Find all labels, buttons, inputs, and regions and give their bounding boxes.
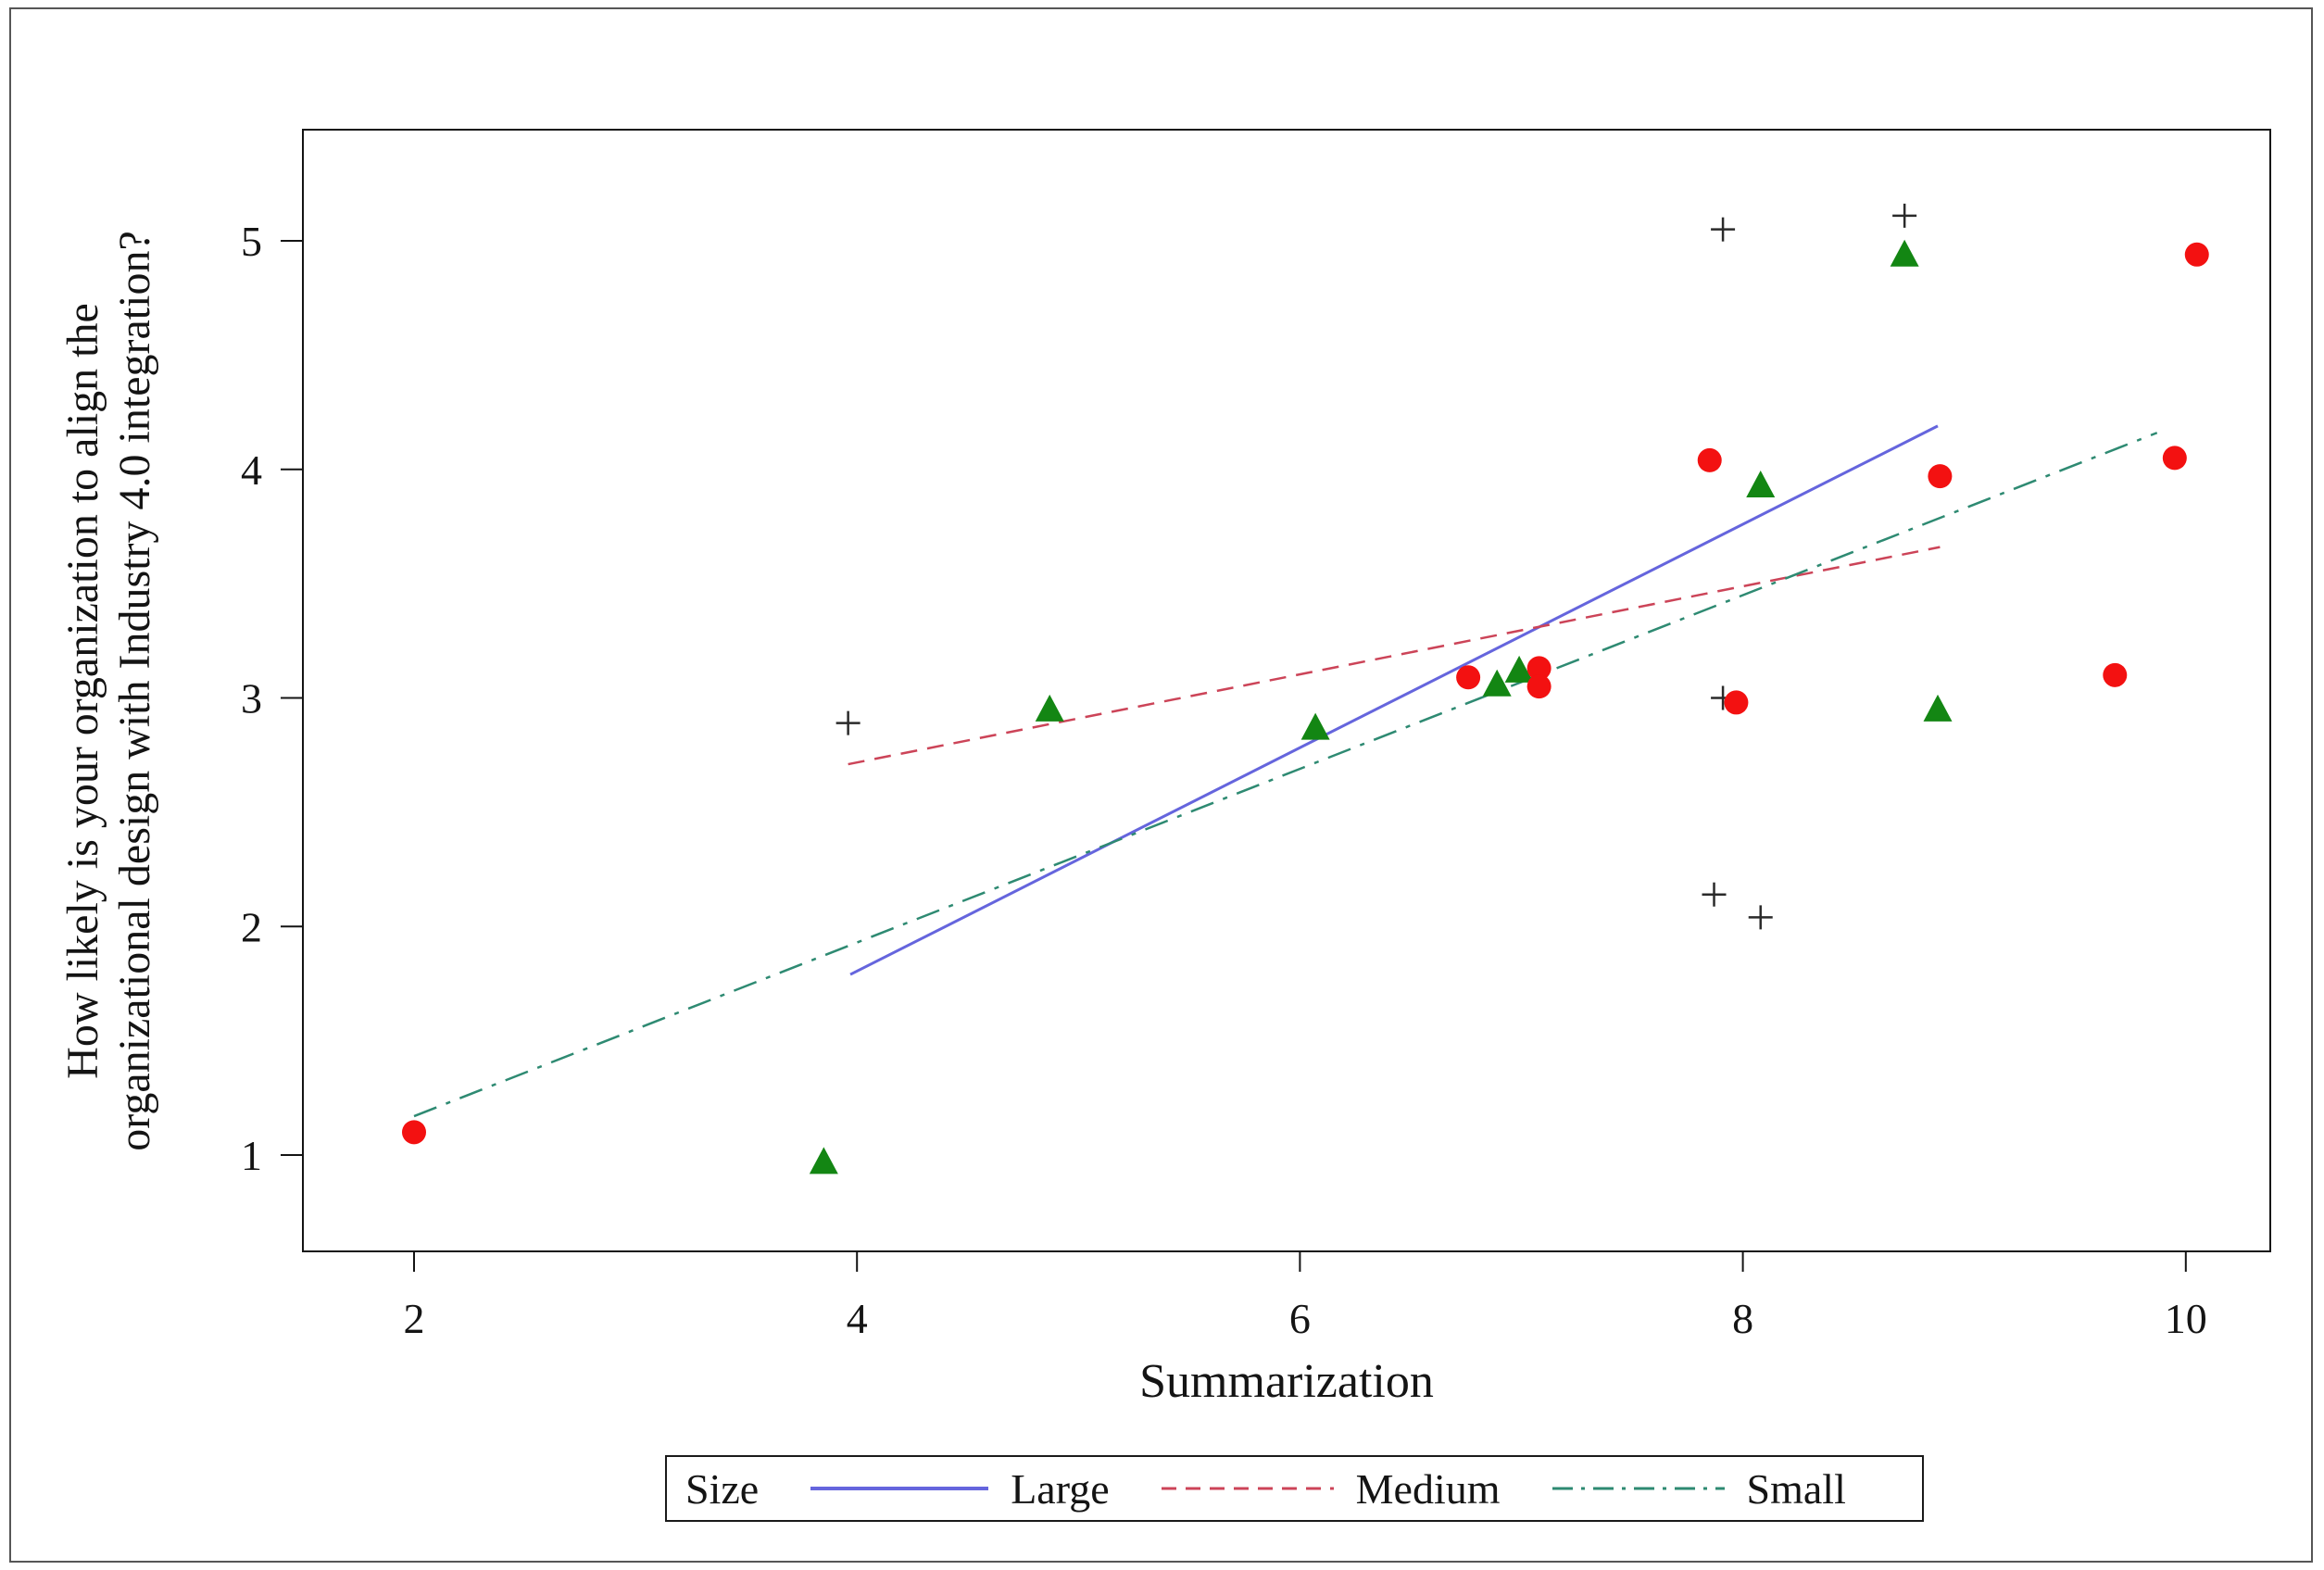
y-tick-label: 4	[241, 446, 262, 494]
legend-line-swatch-small	[1551, 1487, 1725, 1490]
data-point-triangle	[1482, 669, 1512, 697]
legend-label-small: Small	[1746, 1464, 1846, 1513]
plot-frame	[302, 129, 2271, 1252]
x-tick-label: 2	[404, 1295, 425, 1342]
legend-item-large: Large	[810, 1464, 1110, 1513]
y-tick-label: 3	[241, 675, 262, 722]
data-point-circle	[1526, 674, 1551, 699]
data-point-triangle	[1746, 471, 1776, 498]
data-point-circle	[1928, 464, 1953, 489]
data-point-triangle	[809, 1147, 838, 1174]
data-point-circle	[1724, 690, 1749, 715]
legend-title: Size	[685, 1464, 760, 1513]
fit-line-small	[413, 432, 2158, 1118]
data-point-circle	[402, 1120, 426, 1145]
data-point-circle	[2162, 446, 2187, 471]
legend-line-swatch-large	[810, 1487, 989, 1490]
data-point-triangle	[1300, 712, 1330, 740]
legend-item-medium: Medium	[1161, 1464, 1501, 1513]
y-axis-title-line2: organizational design with Industry 4.0 …	[110, 231, 159, 1151]
data-point-circle	[1697, 447, 1722, 472]
y-tick-label: 5	[241, 218, 262, 265]
fit-line-large	[849, 424, 1939, 976]
x-tick-label: 4	[847, 1295, 868, 1342]
legend-item-small: Small	[1551, 1464, 1846, 1513]
x-axis-title: Summarization	[1139, 1355, 1434, 1408]
x-tick-label: 10	[2165, 1295, 2207, 1342]
data-point-triangle	[1923, 694, 1953, 722]
y-tick-label: 1	[241, 1132, 262, 1179]
legend-label-large: Large	[1011, 1464, 1110, 1513]
data-point-circle	[2184, 242, 2209, 267]
data-point-triangle	[1035, 694, 1064, 722]
legend: Size Large Medium Small	[665, 1455, 1924, 1522]
data-point-circle	[2103, 662, 2128, 687]
fit-line-medium	[848, 546, 1941, 766]
data-point-circle	[1456, 665, 1481, 690]
y-tick-label: 2	[241, 903, 262, 950]
data-point-triangle	[1504, 655, 1534, 683]
data-point-circle	[1526, 656, 1551, 681]
legend-label-medium: Medium	[1355, 1464, 1501, 1513]
x-tick-label: 8	[1732, 1295, 1753, 1342]
legend-line-swatch-medium	[1161, 1487, 1334, 1490]
data-point-triangle	[1890, 239, 1919, 267]
x-tick-label: 6	[1289, 1295, 1311, 1342]
y-axis-title-line1: How likely is your organization to align…	[58, 303, 107, 1079]
y-axis-title: How likely is your organization to align…	[57, 89, 161, 1293]
